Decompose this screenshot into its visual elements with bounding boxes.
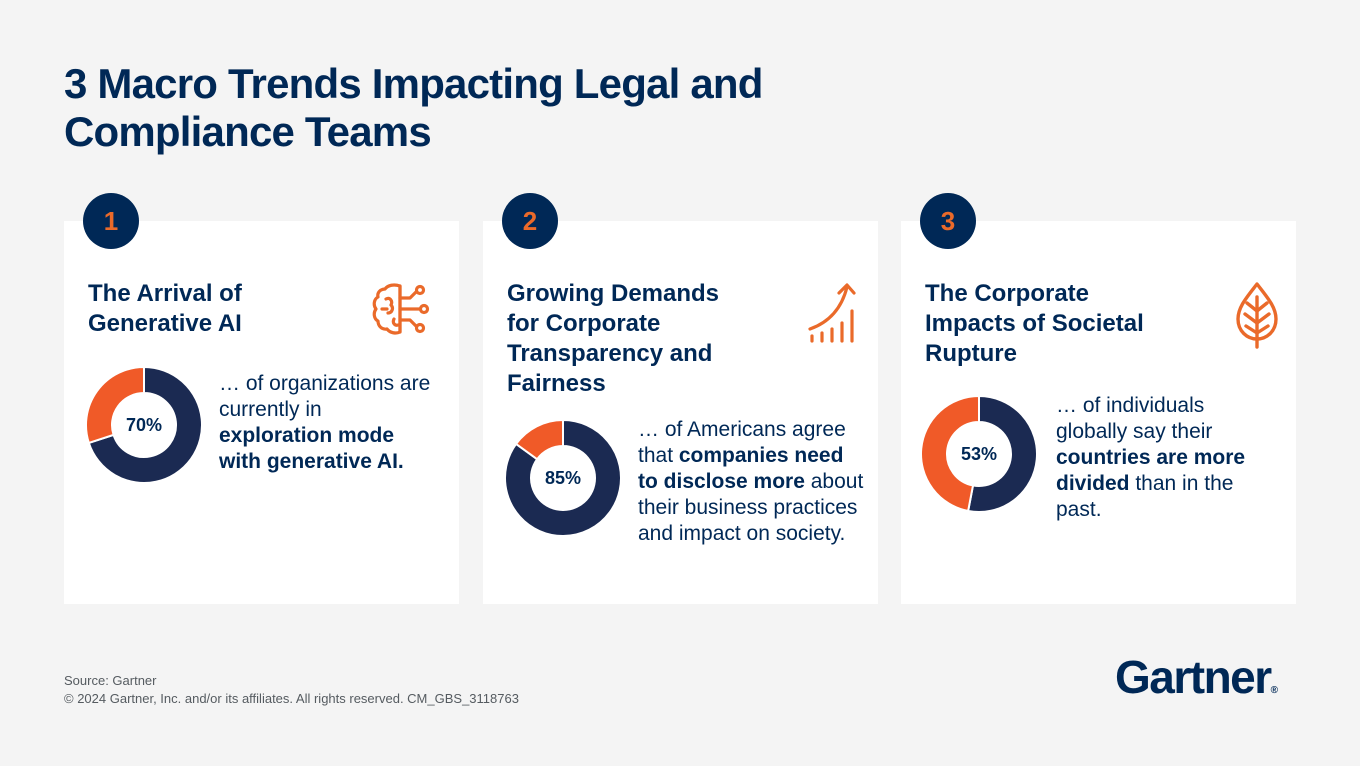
desc-text: … of individuals globally say their (1056, 394, 1213, 443)
gartner-logo: Gartner® (1115, 650, 1278, 704)
trend-card-3: 3 The Corporate Impacts of Societal Rupt… (901, 193, 1296, 604)
card-title: The Corporate Impacts of Societal Ruptur… (925, 280, 1144, 367)
trend-card-2: 2 Growing Demands for Corporate Transpar… (483, 193, 878, 604)
donut-label: 53% (961, 444, 997, 464)
desc-text: … of Americans agree that (638, 418, 846, 467)
number-badge: 2 (502, 193, 558, 249)
desc-bold: companies need to disclose more (638, 444, 844, 493)
donut-slice-other (920, 394, 980, 513)
copyright-text: © 2024 Gartner, Inc. and/or its affiliat… (64, 691, 519, 706)
desc-bold: countries are more divided (1056, 446, 1246, 495)
registered-mark: ® (1270, 685, 1279, 696)
donut-chart-3: 53% (920, 394, 1038, 513)
donut-slice-yes (966, 394, 1038, 513)
donut-label: 85% (545, 468, 581, 488)
brain-circuit-icon (372, 283, 430, 335)
donut-slice-yes (87, 365, 203, 484)
donut-label: 70% (126, 415, 162, 435)
trend-card-1: 1 The Arrival of Generative AI 70% … of … (64, 193, 459, 604)
donut-slice-yes (504, 418, 622, 537)
card-description: … of individuals globally say their coun… (1056, 393, 1271, 523)
growth-chart-arrow-icon (808, 283, 856, 343)
number-badge: 3 (920, 193, 976, 249)
donut-slice-other (514, 418, 564, 461)
donut-slice-other (85, 365, 145, 445)
donut-chart-1: 70% (85, 365, 203, 484)
number-badge: 1 (83, 193, 139, 249)
donut-chart-2: 85% (504, 418, 622, 537)
card-title: Growing Demands for Corporate Transparen… (507, 280, 720, 397)
desc-text: … of organizations are currently in (219, 372, 431, 421)
desc-text: about their business practices and impac… (638, 470, 864, 545)
desc-text: than in the past. (1056, 472, 1234, 521)
source-text: Source: Gartner (64, 673, 157, 688)
card-description: … of Americans agree that companies need… (638, 417, 868, 547)
page-title: 3 Macro Trends Impacting Legal and Compl… (64, 60, 763, 155)
footer: Source: Gartner © 2024 Gartner, Inc. and… (64, 672, 519, 708)
desc-bold: exploration mode with generative AI. (219, 424, 404, 473)
card-description: … of organizations are currently in expl… (219, 371, 439, 475)
card-title: The Arrival of Generative AI (88, 280, 242, 337)
leaf-icon (1236, 282, 1278, 349)
logo-text: Gartner (1115, 651, 1272, 703)
